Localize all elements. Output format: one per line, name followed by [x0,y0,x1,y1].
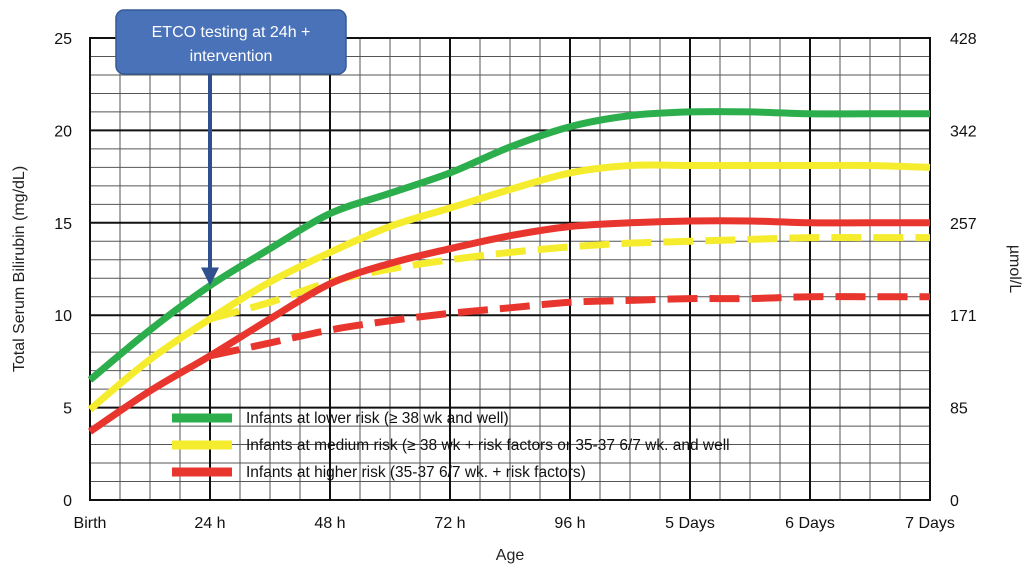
callout-text-line: ETCO testing at 24h + [152,24,311,41]
legend-label: Infants at lower risk (≥ 38 wk and well) [246,410,509,427]
series-layer [87,108,931,435]
y-tick-label: 10 [54,308,72,325]
y-tick-label: 25 [54,31,72,48]
series-line-0 [87,108,930,383]
series-line-dashed-3 [209,233,930,323]
x-tick-label: 96 h [554,515,585,532]
annotation-callout: ETCO testing at 24h + intervention [115,9,347,286]
series-line-1 [87,161,931,413]
x-tick-label: Birth [74,515,107,532]
y-tick-label: 0 [63,493,72,510]
x-tick-label: 7 Days [905,515,955,532]
legend: Infants at lower risk (≥ 38 wk and well)… [172,410,730,481]
y2-tick-label: 257 [950,216,977,233]
x-tick-label: 24 h [194,515,225,532]
y-tick-labels: 0 5 10 15 20 25 [54,31,72,510]
y-tick-label: 20 [54,123,72,140]
y-tick-label: 5 [63,401,72,418]
series-line-2 [88,217,930,435]
x-tick-labels: Birth 24 h 48 h 72 h 96 h 5 Days 6 Days 7 Days [74,515,955,532]
callout-text-line: intervention [190,48,273,65]
series-line-dashed-4 [209,293,931,360]
y2-tick-label: 0 [950,493,959,510]
x-tick-label: 72 h [434,515,465,532]
legend-label: Infants at medium risk (≥ 38 wk + risk f… [246,437,730,454]
y2-tick-label: 342 [950,123,977,140]
x-tick-label: 6 Days [785,515,835,532]
y2-tick-labels: 0 85 171 257 342 428 [950,31,977,510]
y2-tick-label: 171 [950,308,977,325]
legend-label: Infants at higher risk (35-37 6/7 wk. + … [246,464,586,481]
x-axis-label: Age [496,547,525,564]
x-tick-label: 5 Days [665,515,715,532]
y2-tick-label: 85 [950,401,968,418]
y-axis-label: Total Serum Bilirubin (mg/dL) [11,166,28,372]
callout-arrow-head [201,267,219,286]
y-tick-label: 15 [54,216,72,233]
plot-frame [89,37,931,501]
y2-axis-label: µmol/L [1006,245,1023,293]
x-tick-label: 48 h [314,515,345,532]
callout-box [115,9,347,75]
y2-tick-label: 428 [950,31,977,48]
